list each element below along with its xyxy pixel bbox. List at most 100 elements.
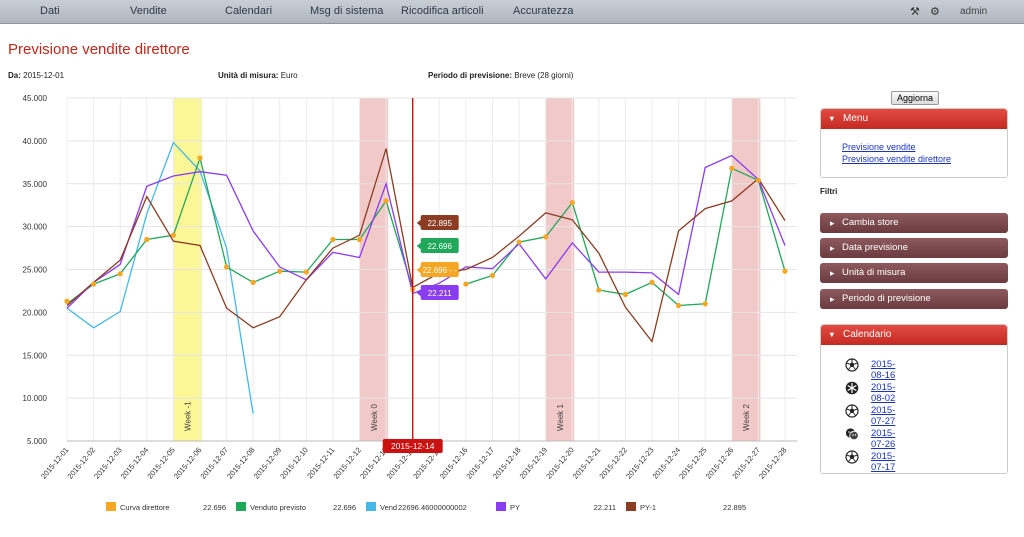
y-tick-label: 45.000 <box>23 94 48 103</box>
theater-masks-icon <box>845 428 859 441</box>
filters-title: Filtri <box>820 187 838 196</box>
menu-link-previsione-vendite[interactable]: Previsione vendite <box>842 142 916 152</box>
legend-value: 22.696 <box>333 503 356 512</box>
week-band-label: Week 1 <box>556 403 565 431</box>
filter-unita-di-misura[interactable]: Unità di misura <box>820 263 1008 283</box>
data-point[interactable] <box>330 236 336 243</box>
tooltip-value: 22.696 - - <box>423 266 458 275</box>
data-point[interactable] <box>170 232 176 238</box>
legend-label[interactable]: Curva direttore <box>120 503 170 512</box>
data-point[interactable] <box>303 269 309 275</box>
soccer-ball-icon <box>845 404 859 418</box>
filter-data-previsione[interactable]: Data previsione <box>820 238 1008 258</box>
calendar-header[interactable]: Calendario <box>821 325 1007 345</box>
data-point[interactable] <box>383 198 389 204</box>
tooltip-box <box>420 215 459 230</box>
filter-cambia-store[interactable]: Cambia store <box>820 213 1008 233</box>
data-point[interactable] <box>755 177 762 183</box>
tooltip-box <box>420 262 459 277</box>
data-point[interactable] <box>489 272 496 279</box>
tooltip-pointer <box>416 242 422 250</box>
legend-swatch[interactable] <box>626 502 636 511</box>
legend-swatch[interactable] <box>496 502 506 511</box>
y-tick-label: 25.000 <box>23 266 48 275</box>
sales-forecast-chart[interactable]: Week -1 Week 0 Week 1 Week 2 5.000 10.000 15.0… <box>0 88 810 528</box>
data-point[interactable] <box>569 200 575 206</box>
data-point[interactable] <box>197 155 203 161</box>
nav-item-msg-di-sistema[interactable]: Msg di sistema <box>310 5 384 17</box>
nav-item-ricodifica-articoli[interactable]: Ricodifica articoli <box>401 5 484 17</box>
nav-item-vendite[interactable]: Vendite <box>130 5 167 17</box>
data-point[interactable] <box>622 291 629 297</box>
legend-swatch[interactable] <box>366 502 376 511</box>
menu-header[interactable]: Menu <box>821 109 1007 129</box>
y-tick-label: 30.000 <box>23 223 48 232</box>
calendar-date-link[interactable]: 2015-08-16 <box>871 359 896 381</box>
y-tick-label: 35.000 <box>23 180 48 189</box>
top-navigation-bar: Dati Vendite Calendari Msg di sistema Ri… <box>0 0 1024 24</box>
data-point[interactable] <box>729 165 735 171</box>
calendar-box: Calendario 2015-08-16 2015-08-02 2015-07… <box>820 324 1008 474</box>
data-point[interactable] <box>649 279 655 285</box>
legend-label[interactable]: PY <box>510 503 520 512</box>
tooltip-box <box>420 238 459 253</box>
legend-value: 22.696 <box>203 503 226 512</box>
calendar-date-link[interactable]: 2015-08-02 <box>871 382 896 404</box>
data-point[interactable] <box>516 239 522 245</box>
series-line <box>66 148 786 343</box>
period-value: Breve (28 giorni) <box>514 71 574 80</box>
unit-label: Unità di misura: <box>218 71 279 80</box>
week-band-label: Week -1 <box>184 401 193 431</box>
page-title: Previsione vendite direttore <box>8 41 190 58</box>
data-point[interactable] <box>702 301 708 307</box>
legend-swatch[interactable] <box>236 502 246 511</box>
cursor-date-box <box>382 439 443 453</box>
data-point[interactable] <box>90 281 97 287</box>
tooltip-pointer <box>416 289 422 297</box>
menu-link-previsione-vendite-direttore[interactable]: Previsione vendite direttore <box>842 154 952 164</box>
data-point[interactable] <box>223 264 230 270</box>
nav-item-accuratezza[interactable]: Accuratezza <box>513 5 574 17</box>
y-tick-label: 5.000 <box>27 437 48 446</box>
data-point[interactable] <box>356 236 363 243</box>
nav-item-dati[interactable]: Dati <box>40 5 60 17</box>
nav-item-calendari[interactable]: Calendari <box>225 5 273 17</box>
calendar-date-link[interactable]: 2015-07-26 <box>871 428 896 450</box>
data-point[interactable] <box>676 302 682 309</box>
data-point[interactable] <box>64 298 70 304</box>
tooltip-value: 22.696 <box>427 242 452 251</box>
data-point[interactable] <box>543 234 549 240</box>
tooltip-box <box>420 285 459 300</box>
tools-icon[interactable]: ⚒ <box>910 6 920 18</box>
data-point[interactable] <box>463 281 469 287</box>
snowflake-icon <box>845 381 859 395</box>
data-point[interactable] <box>782 268 788 274</box>
legend-value: 22.895 <box>723 503 746 512</box>
legend-label[interactable]: PY-1 <box>640 503 656 512</box>
tooltip-value: 22.211 <box>428 289 452 298</box>
soccer-ball-icon <box>845 450 859 464</box>
data-point[interactable] <box>117 271 123 277</box>
data-point[interactable] <box>277 268 283 274</box>
legend-value: 22.211 <box>594 503 616 512</box>
x-tick-label: 2015-12-28 <box>757 446 789 481</box>
unit-of-measure: Unità di misura: Euro <box>218 71 298 80</box>
filter-periodo-di-previsione[interactable]: Periodo di previsione <box>820 289 1008 309</box>
forecast-period: Periodo di previsione: Breve (28 giorni) <box>428 71 573 80</box>
settings-icon[interactable]: ⚙ <box>930 6 940 18</box>
from-date-value: 2015-12-01 <box>23 71 65 80</box>
y-tick-label: 15.000 <box>23 351 48 360</box>
data-point[interactable] <box>596 287 602 293</box>
legend-label[interactable]: Vend <box>380 503 397 512</box>
legend-label[interactable]: Venduto previsto <box>250 503 306 512</box>
data-point[interactable] <box>250 279 256 285</box>
unit-value: Euro <box>280 71 298 80</box>
calendar-date-link[interactable]: 2015-07-17 <box>871 451 896 473</box>
user-name[interactable]: admin <box>960 6 988 17</box>
calendar-date-link[interactable]: 2015-07-27 <box>871 405 896 427</box>
refresh-button[interactable]: Aggiorna <box>891 91 939 105</box>
data-point[interactable] <box>144 236 150 243</box>
y-tick-label: 20.000 <box>23 308 48 317</box>
soccer-ball-icon <box>845 358 859 372</box>
legend-swatch[interactable] <box>106 502 116 511</box>
